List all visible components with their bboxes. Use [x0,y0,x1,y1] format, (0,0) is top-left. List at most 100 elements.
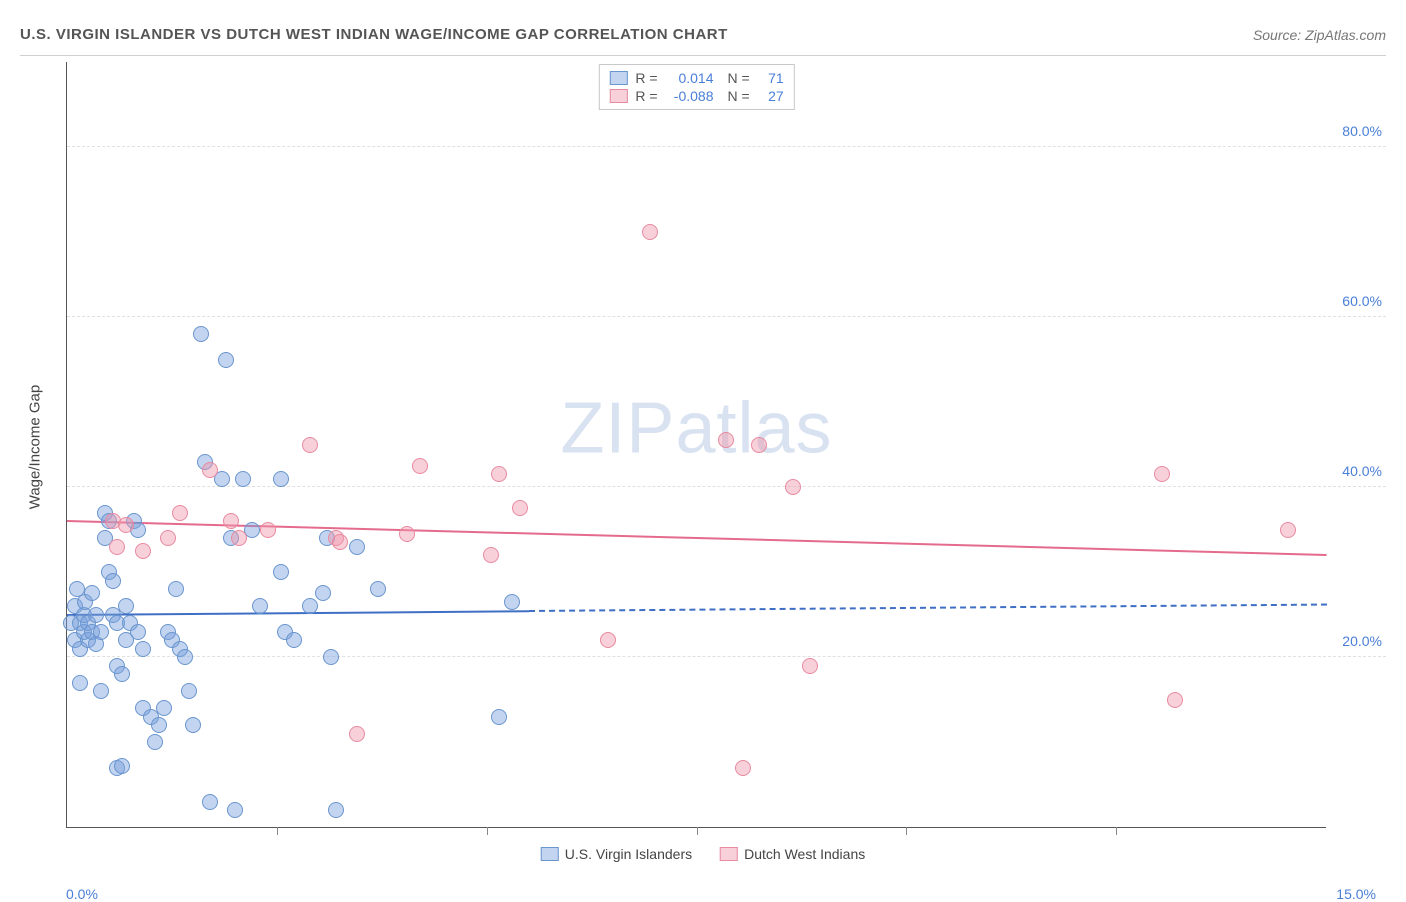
scatter-point [135,641,151,657]
n-label-1: N = [728,88,750,104]
scatter-point [114,758,130,774]
scatter-point [273,471,289,487]
scatter-point [235,471,251,487]
scatter-point [751,437,767,453]
scatter-point [109,539,125,555]
scatter-point [512,500,528,516]
scatter-point [785,479,801,495]
scatter-point [412,458,428,474]
scatter-point [130,624,146,640]
y-tick-label: 60.0% [1342,293,1382,309]
r-value-1: -0.088 [666,88,714,104]
y-tick-label: 20.0% [1342,633,1382,649]
scatter-point [118,517,134,533]
scatter-point [72,675,88,691]
scatter-point [735,760,751,776]
x-tick [906,827,907,835]
scatter-point [286,632,302,648]
x-tick [277,827,278,835]
gridline-h [67,486,1386,487]
scatter-point [252,598,268,614]
scatter-point [1280,522,1296,538]
scatter-point [1167,692,1183,708]
stats-row-0: R = 0.014 N = 71 [609,69,783,87]
bottom-legend: U.S. Virgin Islanders Dutch West Indians [541,846,866,862]
scatter-point [151,717,167,733]
scatter-point [231,530,247,546]
gridline-h [67,316,1386,317]
scatter-point [118,598,134,614]
scatter-point [504,594,520,610]
scatter-point [491,466,507,482]
scatter-point [302,437,318,453]
scatter-point [223,513,239,529]
chart-source: Source: ZipAtlas.com [1253,27,1386,43]
scatter-point [642,224,658,240]
plot-area: ZIPatlas R = 0.014 N = 71 R = -0.088 N =… [66,62,1326,828]
scatter-point [93,624,109,640]
scatter-point [218,352,234,368]
n-value-1: 27 [758,88,784,104]
scatter-point [105,573,121,589]
gridline-h [67,146,1386,147]
y-tick-label: 40.0% [1342,463,1382,479]
legend-swatch-1 [720,847,738,861]
swatch-series-0 [609,71,627,85]
r-value-0: 0.014 [666,70,714,86]
stats-row-1: R = -0.088 N = 27 [609,87,783,105]
scatter-point [302,598,318,614]
x-min-label: 0.0% [66,886,98,902]
scatter-point [370,581,386,597]
scatter-point [227,802,243,818]
scatter-point [135,543,151,559]
scatter-point [172,505,188,521]
scatter-point [84,585,100,601]
scatter-point [88,607,104,623]
legend-label-0: U.S. Virgin Islanders [565,846,692,862]
scatter-point [202,794,218,810]
scatter-point [168,581,184,597]
legend-item-1: Dutch West Indians [720,846,865,862]
scatter-point [349,539,365,555]
x-max-label: 15.0% [1336,886,1376,902]
regression-line [529,603,1327,611]
scatter-point [114,666,130,682]
legend-label-1: Dutch West Indians [744,846,865,862]
chart-container: Wage/Income Gap ZIPatlas R = 0.014 N = 7… [20,62,1386,872]
scatter-point [315,585,331,601]
scatter-point [600,632,616,648]
watermark-zip: ZIP [560,388,675,468]
r-label-0: R = [635,70,657,86]
scatter-point [181,683,197,699]
scatter-point [147,734,163,750]
scatter-point [93,683,109,699]
n-value-0: 71 [758,70,784,86]
n-label-0: N = [728,70,750,86]
scatter-point [185,717,201,733]
scatter-point [156,700,172,716]
scatter-point [193,326,209,342]
legend-item-0: U.S. Virgin Islanders [541,846,692,862]
scatter-point [260,522,276,538]
watermark-atlas: atlas [675,388,832,468]
swatch-series-1 [609,89,627,103]
x-tick [697,827,698,835]
legend-swatch-0 [541,847,559,861]
scatter-point [802,658,818,674]
y-tick-label: 80.0% [1342,123,1382,139]
scatter-point [273,564,289,580]
watermark: ZIPatlas [560,387,832,469]
regression-line [67,610,529,616]
gridline-h [67,656,1386,657]
chart-header: U.S. VIRGIN ISLANDER VS DUTCH WEST INDIA… [20,20,1386,56]
scatter-point [399,526,415,542]
scatter-point [323,649,339,665]
scatter-point [483,547,499,563]
scatter-point [160,530,176,546]
scatter-point [349,726,365,742]
scatter-point [1154,466,1170,482]
scatter-point [332,534,348,550]
y-axis-label-wrap: Wage/Income Gap [20,62,50,832]
x-tick [1116,827,1117,835]
x-tick [487,827,488,835]
